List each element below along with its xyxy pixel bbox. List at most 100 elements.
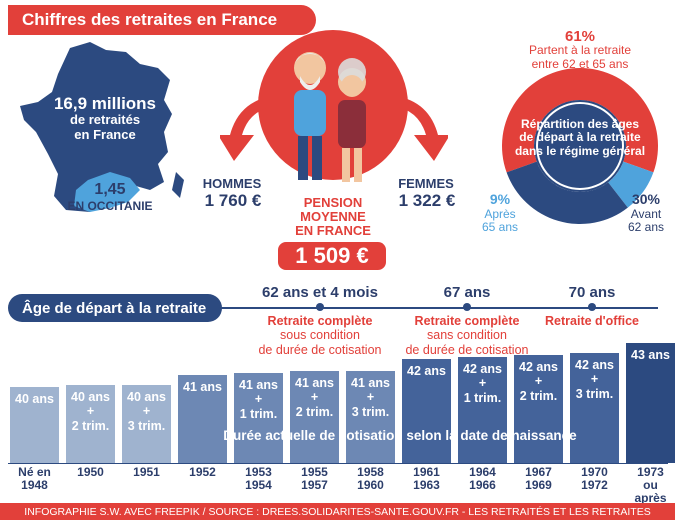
birth-year-label: Né en 1948 [10,465,59,493]
timeline-1-line1: Retraite complète [267,314,373,328]
duration-bar-l2: + [366,390,375,405]
birth-year-label: 1973 ou après [626,465,675,506]
donut-left-label-1: Après [484,206,516,221]
arrow-left-icon [220,95,282,161]
duration-bar-l1: 41 ans [239,378,278,392]
timeline-dot-1 [316,303,324,311]
donut-center-3: dans le régime général [514,143,646,158]
duration-bar-l3: 2 trim. [295,404,334,419]
birth-year-label: 1967 1969 [514,465,563,493]
birth-year-year2: 1966 [469,478,496,493]
duration-bar: 42 ans +2 trim. [514,355,563,463]
duration-bar-l2: + [478,376,487,391]
donut-center-1: Répartition des âges [520,117,640,131]
duration-bar: 41 ans [178,375,227,463]
birth-year-label: 1961 1963 [402,465,451,493]
pension-moyenne-label-3: EN FRANCE [295,223,371,238]
birth-year-year1: 1951 [133,465,160,479]
duree-cotisation-label: Durée actuelle de cotisation selon la da… [223,428,577,443]
donut-slice-30 [506,161,628,224]
donut-slice-61 [502,68,658,173]
birth-year-year1: 1973 [637,465,664,479]
occitanie-label: EN OCCITANIE [67,199,153,213]
duration-bar: 42 ans [402,359,451,463]
duration-bar-l1: 42 ans [575,358,614,372]
timeline-2-line3: de durée de cotisation [405,342,529,357]
birth-year-label: 1952 [178,465,227,479]
duration-bar: 40 ans +2 trim. [66,385,115,463]
duration-bar-l3: 3 trim. [575,386,614,401]
timeline-1-line3: de durée de cotisation [258,342,382,357]
birth-year-year2: 1969 [525,478,552,493]
duration-bar-l1: 41 ans [295,376,334,390]
birth-year-label: 1951 [122,465,171,479]
donut-center [534,100,626,192]
duration-bar-l3: 1 trim. [239,406,278,421]
timeline-1-head: 62 ans et 4 mois [262,284,378,301]
footer-source: INFOGRAPHIE S.W. AVEC FREEPIK / SOURCE :… [0,503,675,520]
birth-year-year1: 1967 [525,465,552,479]
duration-bar-l3: 3 trim. [127,418,166,433]
birth-year-year2: 1963 [413,478,440,493]
birth-year-year1: 1961 [413,465,440,479]
map-total-line3: en France [74,127,136,142]
duration-bar-l1: 42 ans [519,360,558,374]
map-total-line1: 16,9 millions [53,94,157,113]
birth-year-year1: 1950 [77,465,104,479]
pension-moyenne-label-1: PENSION [303,195,363,210]
duration-bar-l2: + [590,372,599,387]
donut-chart [502,68,658,224]
duration-bar: 40 ans [10,387,59,463]
duration-bar-l1: 40 ans [71,390,110,404]
birth-year-label: 1950 [66,465,115,479]
donut-right-percent: 30% [631,191,661,207]
timeline-2-line1: Retraite complète [414,314,520,328]
duration-bar-l1: 40 ans [15,392,54,406]
birth-year-year2: 1948 [21,478,48,493]
donut-slice-9 [608,161,654,208]
duration-bar-l1: 41 ans [351,376,390,390]
map-total-line2: de retraités [69,112,141,127]
timeline-2-line2: sans condition [427,328,507,343]
timeline-1-line2: sous condition [280,328,360,343]
duration-bar-l1: 41 ans [183,380,222,394]
duration-bar: 40 ans +3 trim. [122,385,171,463]
duration-bar-l3: 1 trim. [463,390,502,405]
birth-year-year1: Né en [18,465,51,479]
donut-inner-ring [536,102,624,190]
birth-year-year1: 1958 [357,465,384,479]
femmes-value: 1 322 € [398,191,456,210]
duration-bar: 42 ans +1 trim. [458,357,507,463]
donut-center-2: de départ à la retraite [519,130,641,145]
birth-year-label: 1953 1954 [234,465,283,493]
birth-year-year2: 1957 [301,478,328,493]
arrow-right-icon [386,95,448,161]
age-depart-label: Âge de départ à la retraite [8,294,222,322]
birth-year-label: 1958 1960 [346,465,395,492]
donut-right-label-2: 62 ans [627,220,665,235]
hommes-label: HOMMES [202,176,262,191]
couple-illustration [294,52,366,182]
birth-year-year1: 1952 [189,465,216,479]
duration-bar-l2: + [142,404,151,419]
duration-bar: 41 ans +2 trim. [290,371,339,463]
birth-year-label: 1964 1966 [458,465,507,493]
duration-bar-l2: + [86,404,95,419]
donut-top-label-2: entre 62 et 65 ans [531,56,629,71]
pension-circle [258,30,408,180]
timeline-dot-2 [463,303,471,311]
duration-bar-l3: 2 trim. [519,388,558,403]
timeline-line [214,307,658,309]
birth-year-year1: 1953 [245,465,272,479]
birth-year-year1: 1955 [301,465,328,479]
pension-moyenne-value: 1 509 € [278,242,386,270]
timeline-dot-3 [588,303,596,311]
timeline-3-line1: Retraite d'office [545,314,639,328]
duration-bar-l3: 2 trim. [71,418,110,433]
page-title: Chiffres des retraites en France [8,5,316,35]
duration-bar-l2: + [534,374,543,389]
occitanie-value: 1,45 [94,181,126,198]
birth-year-year2: 1954 [245,478,272,493]
donut-left-label-2: 65 ans [481,220,519,235]
birth-year-label: 1955 1957 [290,465,339,493]
